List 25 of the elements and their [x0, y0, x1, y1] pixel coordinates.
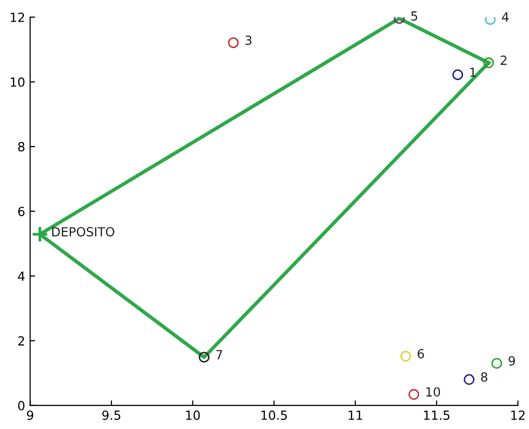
annotation: 7 [216, 350, 222, 360]
y-tick-label: 0 [18, 400, 24, 410]
annotation: 10 [426, 387, 440, 397]
annotation: 1 [470, 68, 476, 77]
annotation: 4 [502, 12, 509, 22]
y-tick-label: 12 [10, 12, 24, 22]
y-tick-label: 4 [18, 272, 25, 281]
annotation: 5 [411, 11, 418, 21]
y-tick-label: 2 [18, 336, 24, 346]
annotation: 6 [418, 349, 424, 358]
x-tick-label: 9 [26, 410, 34, 420]
x-tick-label: 9.5 [102, 410, 120, 420]
x-tick-label: 12 [511, 410, 525, 420]
annotation: 9 [508, 356, 515, 366]
y-tick-label: 8 [18, 142, 24, 152]
x-tick-label: 10 [186, 410, 200, 420]
annotation: 2 [500, 56, 506, 65]
x-tick-label: 11.5 [424, 410, 450, 420]
x-tick-label: 11 [348, 410, 362, 420]
annotation: 3 [245, 36, 252, 45]
y-tick-label: 10 [10, 77, 24, 87]
annotation: 8 [481, 372, 488, 382]
x-tick-label: 10.5 [261, 410, 287, 420]
y-tick-label: 6 [18, 206, 25, 216]
annotation: DEPOSITO [52, 227, 114, 236]
